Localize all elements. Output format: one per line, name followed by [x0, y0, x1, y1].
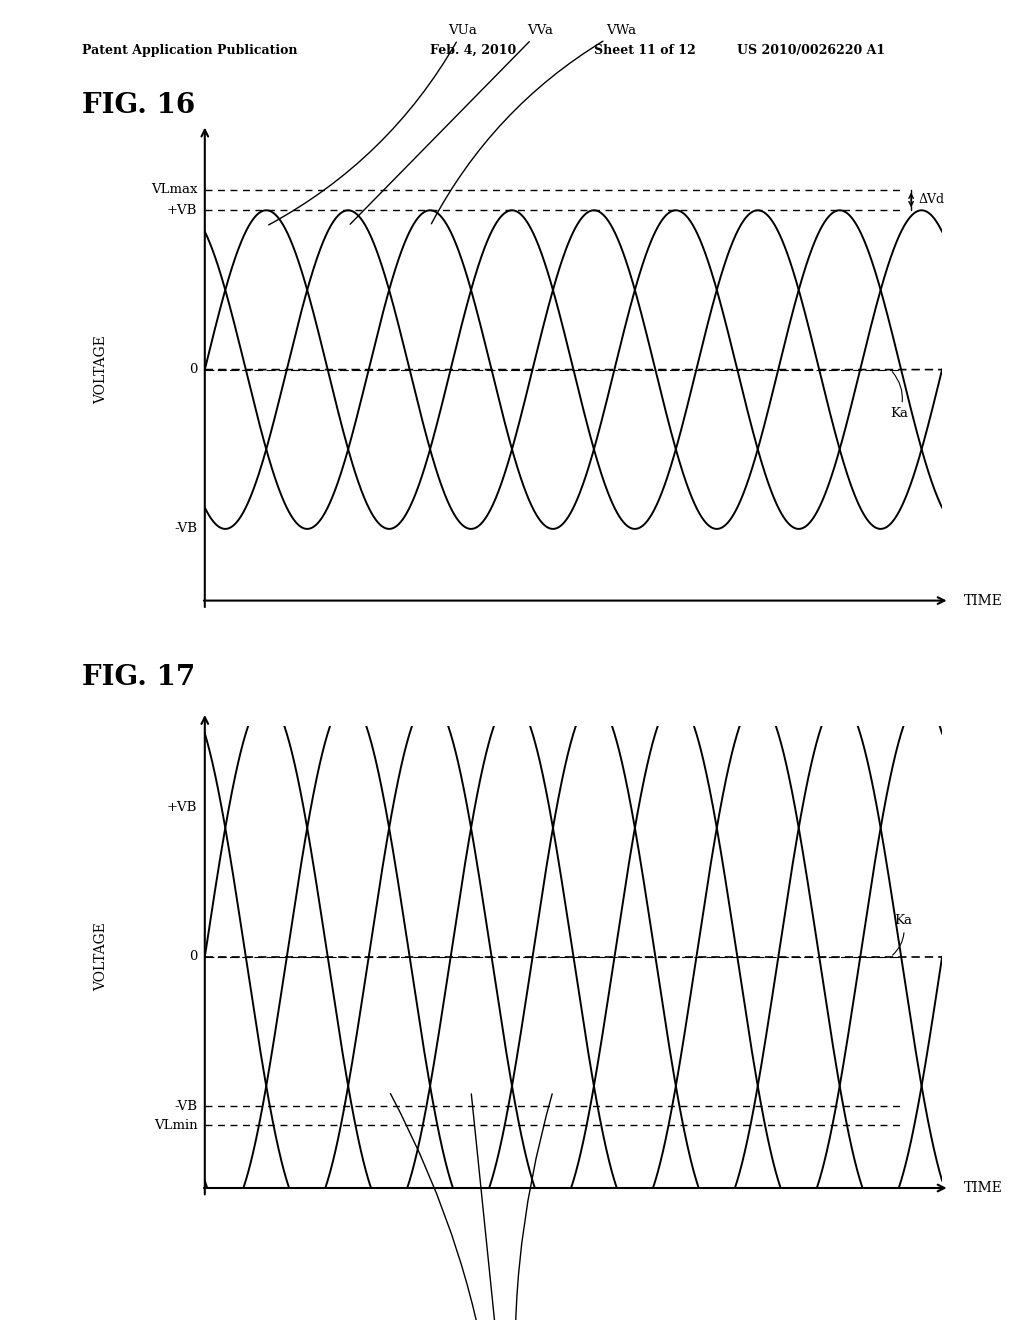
Text: Patent Application Publication: Patent Application Publication — [82, 44, 297, 57]
Text: VOLTAGE: VOLTAGE — [94, 335, 109, 404]
Text: Feb. 4, 2010: Feb. 4, 2010 — [430, 44, 516, 57]
Text: TIME: TIME — [965, 1181, 1004, 1195]
Text: VOLTAGE: VOLTAGE — [94, 923, 109, 991]
Text: VVa: VVa — [350, 24, 553, 224]
Text: VLmax: VLmax — [151, 183, 198, 197]
Text: Sheet 11 of 12: Sheet 11 of 12 — [594, 44, 695, 57]
Text: FIG. 16: FIG. 16 — [82, 92, 196, 119]
Text: -VB: -VB — [174, 523, 198, 536]
Text: VVa: VVa — [471, 1094, 553, 1320]
Text: +VB: +VB — [167, 801, 198, 814]
Text: -VB: -VB — [174, 1100, 198, 1113]
Text: US 2010/0026220 A1: US 2010/0026220 A1 — [737, 44, 886, 57]
Text: VUa: VUa — [268, 24, 477, 224]
Text: Ka: Ka — [891, 372, 908, 420]
Text: VWa: VWa — [431, 24, 637, 224]
Text: +VB: +VB — [167, 203, 198, 216]
Text: 0: 0 — [189, 363, 198, 376]
Text: VWa: VWa — [515, 1094, 637, 1320]
Text: VLmin: VLmin — [154, 1119, 198, 1133]
Text: ΔVd: ΔVd — [919, 194, 944, 206]
Text: 0: 0 — [189, 950, 198, 964]
Text: VUa: VUa — [390, 1093, 499, 1320]
Text: FIG. 17: FIG. 17 — [82, 664, 196, 690]
Text: Ka: Ka — [893, 915, 912, 956]
Text: TIME: TIME — [965, 594, 1004, 607]
